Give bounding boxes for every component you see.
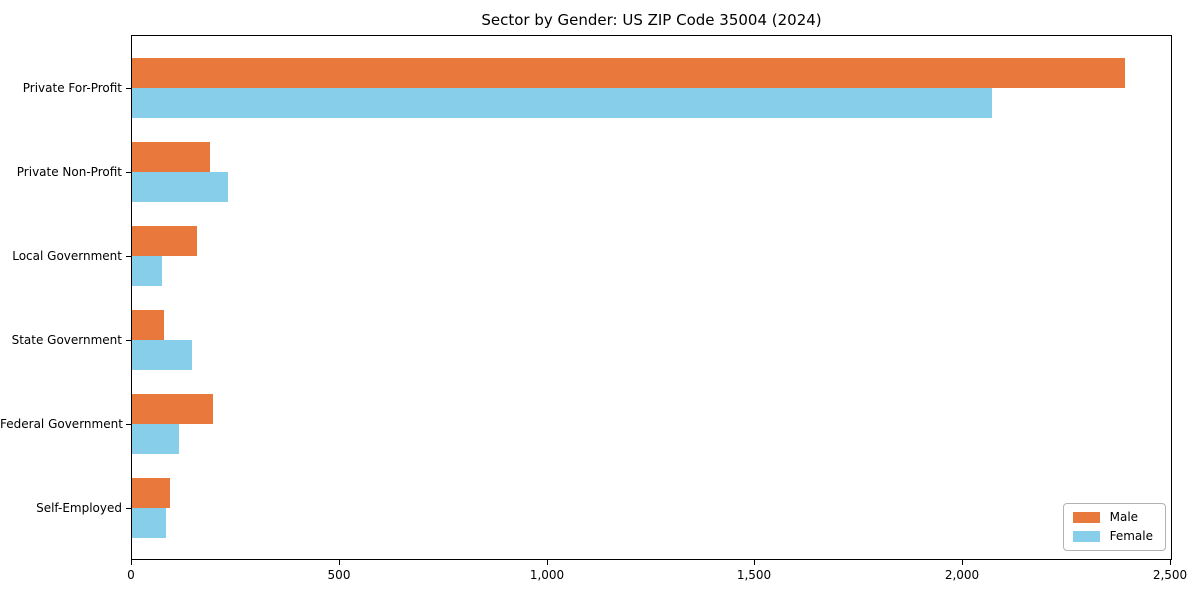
- x-tick-2: [547, 560, 548, 565]
- bar-male-4: [132, 394, 213, 424]
- legend-male-swatch-icon: [1072, 512, 1100, 523]
- x-tick-5: [1170, 560, 1171, 565]
- x-tick-label-2: 1,000: [529, 568, 565, 582]
- chart-title: Sector by Gender: US ZIP Code 35004 (202…: [481, 11, 822, 29]
- y-tick-label-3: State Government: [11, 333, 122, 347]
- bar-male-3: [132, 310, 164, 340]
- x-tick-label-1: 500: [327, 568, 351, 582]
- y-tick-label-2: Local Government: [12, 249, 122, 263]
- bar-female-2: [132, 256, 162, 286]
- bar-male-5: [132, 478, 170, 508]
- bar-male-2: [132, 226, 197, 256]
- y-tick-5: [126, 508, 131, 509]
- x-tick-4: [962, 560, 963, 565]
- y-tick-0: [126, 88, 131, 89]
- bar-female-3: [132, 340, 192, 370]
- x-tick-0: [131, 560, 132, 565]
- bar-male-0: [132, 58, 1125, 88]
- legend-female-swatch-icon: [1072, 531, 1100, 542]
- y-tick-label-0: Private For-Profit: [22, 81, 122, 95]
- legend-male-label: Male: [1109, 510, 1139, 524]
- x-tick-label-5: 2,500: [1152, 568, 1188, 582]
- bar-female-4: [132, 424, 179, 454]
- x-tick-1: [339, 560, 340, 565]
- y-tick-label-1: Private Non-Profit: [16, 165, 122, 179]
- x-tick-3: [754, 560, 755, 565]
- x-tick-label-0: 0: [127, 568, 135, 582]
- bar-male-1: [132, 142, 210, 172]
- plot-area: Male Female: [131, 35, 1172, 560]
- legend-entry-male: Male: [1072, 510, 1153, 524]
- y-tick-label-5: Self-Employed: [36, 501, 122, 515]
- legend-entry-female: Female: [1072, 529, 1153, 543]
- legend-female-label: Female: [1109, 529, 1153, 543]
- y-tick-4: [126, 424, 131, 425]
- x-tick-label-3: 1,500: [736, 568, 772, 582]
- bar-female-1: [132, 172, 228, 202]
- x-tick-label-4: 2,000: [944, 568, 980, 582]
- bar-female-5: [132, 508, 166, 538]
- y-tick-label-4: Federal Government: [0, 417, 123, 431]
- y-tick-1: [126, 172, 131, 173]
- legend: Male Female: [1062, 503, 1166, 551]
- y-tick-2: [126, 256, 131, 257]
- y-tick-3: [126, 340, 131, 341]
- bar-female-0: [132, 88, 992, 118]
